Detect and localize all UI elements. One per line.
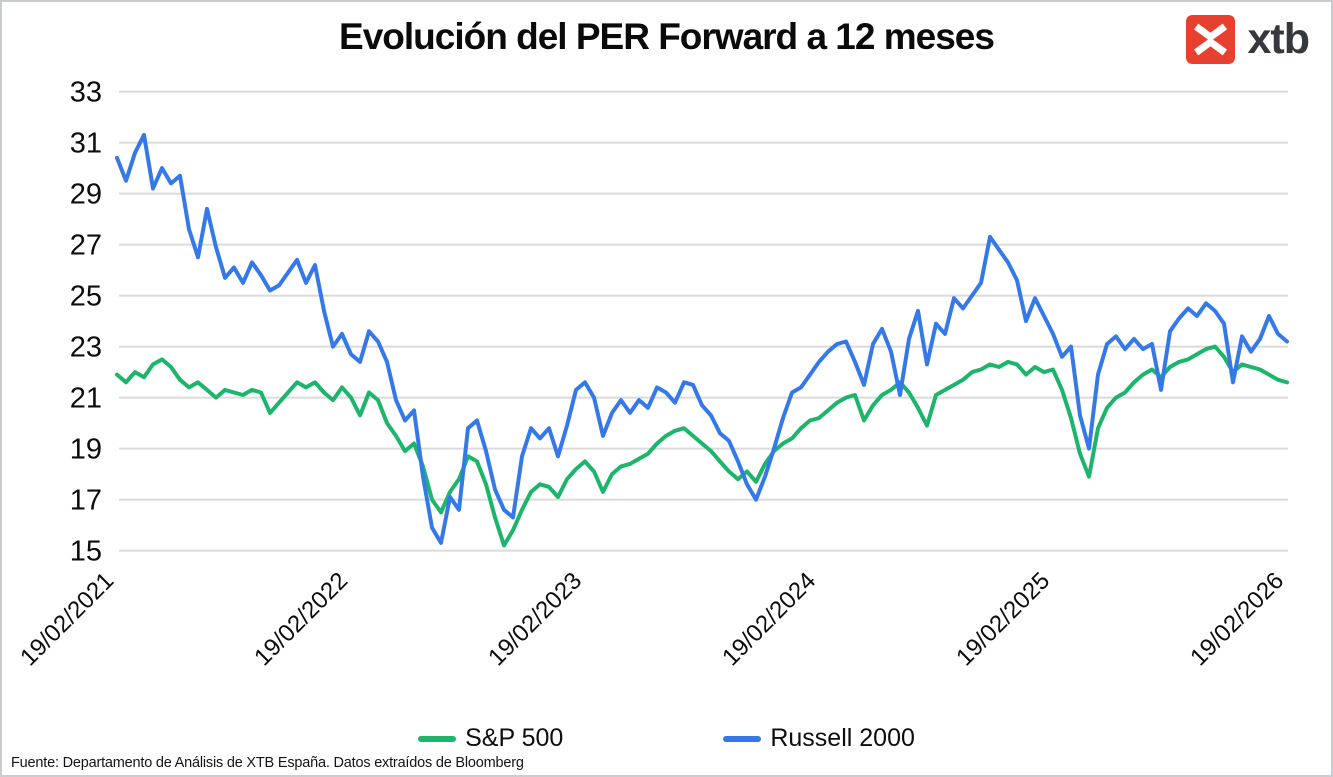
x-tick-label: 19/02/2026 [1185,567,1289,671]
x-tick-label: 19/02/2025 [951,567,1055,671]
gridlines [119,90,1288,552]
y-tick-label: 31 [70,128,102,160]
y-tick-label: 21 [70,383,102,415]
russell-2000-line-swatch [723,735,762,742]
xtb-logo-text: xtb [1247,15,1310,63]
legend: S&P 500 Russell 2000 [2,724,1331,753]
y-tick-label: 27 [70,230,102,262]
sp500-line-swatch [418,735,457,742]
legend-item-russell-2000: Russell 2000 [723,724,915,753]
x-axis-labels: 19/02/2021 19/02/2022 19/02/2023 19/02/2024… [15,567,1289,671]
series-line-russell-2000 [115,132,1289,545]
y-tick-label: 23 [70,332,102,364]
x-tick-label: 19/02/2024 [717,567,821,671]
xtb-logo-icon [1185,15,1235,64]
series-lines [115,132,1289,548]
y-tick-label: 19 [70,434,102,466]
legend-item-sp500: S&P 500 [418,724,563,753]
x-tick-label: 19/02/2021 [15,567,119,671]
y-axis-labels: 15 17 19 21 23 25 27 29 31 33 [70,77,102,568]
y-tick-label: 25 [70,281,102,313]
y-tick-label: 15 [70,536,102,568]
page-title: Evolución del PER Forward a 12 meses [339,16,995,57]
xtb-logo: xtb [1185,15,1310,64]
legend-label-russell-2000: Russell 2000 [770,724,915,752]
legend-label-sp500: S&P 500 [465,724,564,752]
y-tick-label: 29 [70,179,102,211]
y-tick-label: 17 [70,485,102,517]
x-tick-label: 19/02/2022 [249,567,353,671]
y-tick-label: 33 [70,77,102,109]
series-line-s-p-500 [115,344,1289,548]
x-tick-label: 19/02/2023 [483,567,587,671]
source-note: Fuente: Departamento de Análisis de XTB … [11,755,524,771]
